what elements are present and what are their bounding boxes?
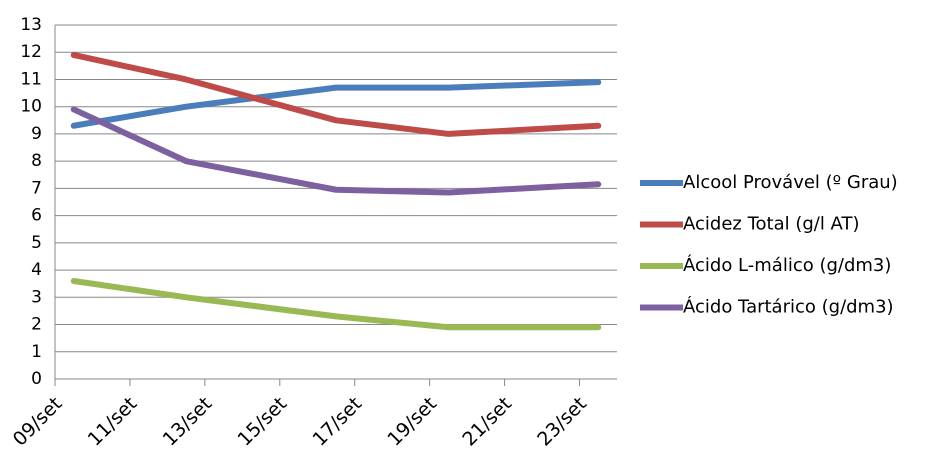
- series-line: [70, 277, 602, 331]
- y-tick-label: 5: [31, 233, 42, 253]
- y-tick-label: 12: [20, 42, 42, 62]
- series-line: [70, 51, 602, 137]
- x-tick-label: 13/set: [159, 393, 217, 451]
- y-tick-label: 11: [20, 69, 42, 89]
- y-tick-label: 2: [31, 315, 42, 335]
- y-tick-label: 3: [31, 287, 42, 307]
- y-tick-label: 4: [31, 260, 42, 280]
- y-tick-label: 8: [31, 151, 42, 171]
- legend-label: Alcool Provável (º Grau): [683, 172, 898, 193]
- y-tick-label: 10: [20, 97, 42, 117]
- x-tick-label: 11/set: [84, 393, 142, 451]
- legend-label: Ácido L-málico (g/dm3): [683, 254, 891, 276]
- x-tick-label: 23/set: [533, 393, 591, 451]
- y-tick-label: 0: [31, 369, 42, 389]
- x-tick-label: 09/set: [9, 393, 67, 451]
- legend-label: Acidez Total (g/l AT): [683, 214, 860, 235]
- y-tick-label: 6: [31, 206, 42, 226]
- y-tick-label: 13: [20, 15, 42, 35]
- y-tick-label: 9: [31, 124, 42, 144]
- y-tick-label: 7: [31, 178, 42, 198]
- x-tick-label: 19/set: [383, 393, 441, 451]
- legend-label: Ácido Tartárico (g/dm3): [683, 296, 894, 318]
- x-tick-label: 21/set: [458, 393, 516, 451]
- series-line: [70, 106, 602, 196]
- x-tick-label: 17/set: [308, 393, 366, 451]
- y-tick-label: 1: [31, 342, 42, 362]
- x-tick-label: 15/set: [234, 393, 292, 451]
- series-line: [70, 79, 602, 129]
